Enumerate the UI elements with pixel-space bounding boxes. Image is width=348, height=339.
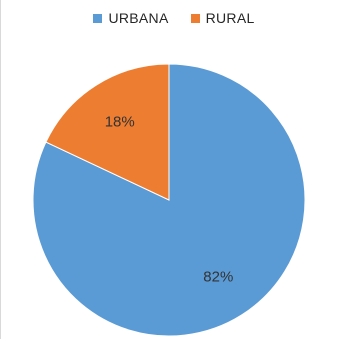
data-label-rural: 18% <box>105 113 135 130</box>
legend-item-urbana: URBANA <box>93 10 168 26</box>
pie-slice-rural <box>45 63 170 201</box>
legend-swatch-urbana <box>93 13 103 23</box>
pie-slice-urbana <box>32 63 306 337</box>
legend-swatch-rural <box>190 13 200 23</box>
chart-border <box>0 0 1 339</box>
legend: URBANA RURAL <box>0 10 348 26</box>
legend-item-rural: RURAL <box>190 10 255 26</box>
legend-label-rural: RURAL <box>205 10 255 26</box>
legend-label-urbana: URBANA <box>108 10 169 26</box>
data-label-urbana: 82% <box>203 269 233 286</box>
